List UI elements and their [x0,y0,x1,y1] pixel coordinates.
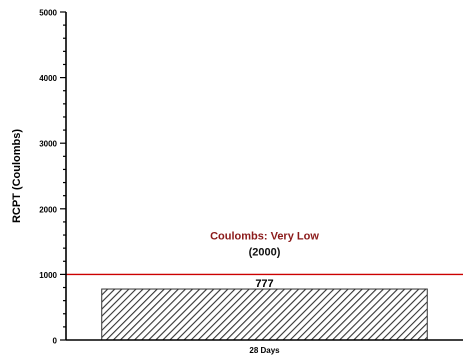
x-axis-tick-labels: 28 Days [249,346,280,355]
data-labels: 777 [255,278,273,290]
y-axis-title: RCPT (Coulombs) [11,129,23,223]
y-tick-label: 3000 [39,140,57,149]
y-tick-label: 1000 [39,271,57,280]
reference-line-value-label: (2000) [249,246,281,258]
bars [101,288,428,341]
y-tick-label: 2000 [39,205,57,214]
y-tick-label: 0 [53,337,58,346]
bar-data-label: 777 [255,278,273,290]
y-tick-label: 4000 [39,74,57,83]
bar [101,288,428,341]
x-tick-label: 28 Days [249,346,280,355]
y-axis-ticks [60,11,66,341]
reference-line-label: Coulombs: Very Low [210,230,319,242]
y-axis-tick-labels: 0 1000 2000 3000 4000 5000 [39,9,57,346]
y-tick-label: 5000 [39,9,57,18]
